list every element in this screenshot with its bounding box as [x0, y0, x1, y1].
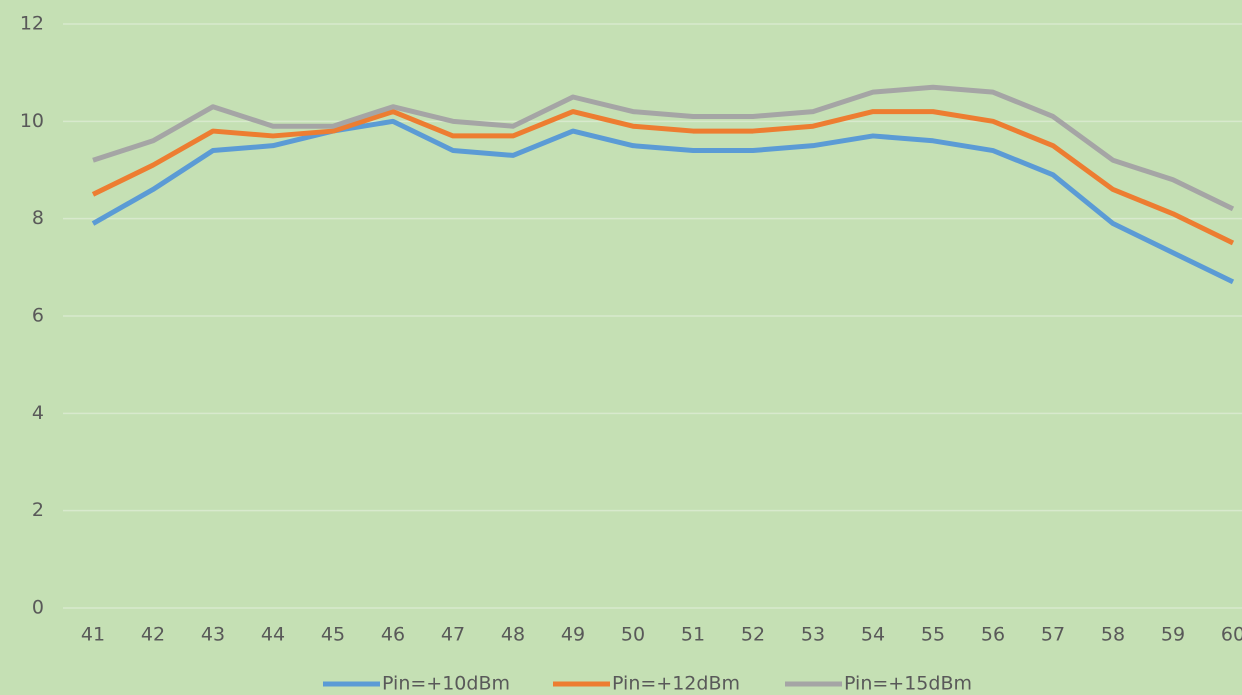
x-tick-label: 51 [681, 624, 705, 646]
x-tick-label: 56 [981, 624, 1005, 646]
x-tick-label: 57 [1041, 624, 1065, 646]
y-tick-label: 6 [32, 305, 44, 327]
x-tick-label: 53 [801, 624, 825, 646]
x-tick-label: 52 [741, 624, 765, 646]
x-tick-label: 50 [621, 624, 645, 646]
series-line [92, 84, 1235, 212]
x-tick-label: 45 [321, 624, 345, 646]
x-tick-label: 48 [501, 624, 525, 646]
x-tick-label: 58 [1101, 624, 1125, 646]
x-tick-label: 54 [861, 624, 885, 646]
x-tick-label: 46 [381, 624, 405, 646]
x-tick-label: 42 [141, 624, 165, 646]
x-tick-label: 41 [81, 624, 105, 646]
x-tick-label: 55 [921, 624, 945, 646]
series-line [91, 109, 1235, 246]
y-tick-label: 12 [20, 13, 44, 35]
x-tick-label: 47 [441, 624, 465, 646]
x-tick-label: 49 [561, 624, 585, 646]
y-tick-label: 2 [32, 499, 44, 521]
legend-label: Pin=+12dBm [612, 673, 740, 695]
legend-label: Pin=+10dBm [382, 673, 510, 695]
y-tick-label: 10 [20, 110, 44, 132]
x-tick-label: 43 [201, 624, 225, 646]
x-tick-label: 59 [1161, 624, 1185, 646]
series-line [91, 118, 1235, 285]
y-tick-label: 4 [32, 402, 44, 424]
y-tick-label: 0 [32, 597, 44, 619]
legend-label: Pin=+15dBm [844, 673, 972, 695]
x-tick-label: 60 [1221, 624, 1242, 646]
y-tick-label: 8 [32, 207, 44, 229]
x-tick-label: 44 [261, 624, 285, 646]
